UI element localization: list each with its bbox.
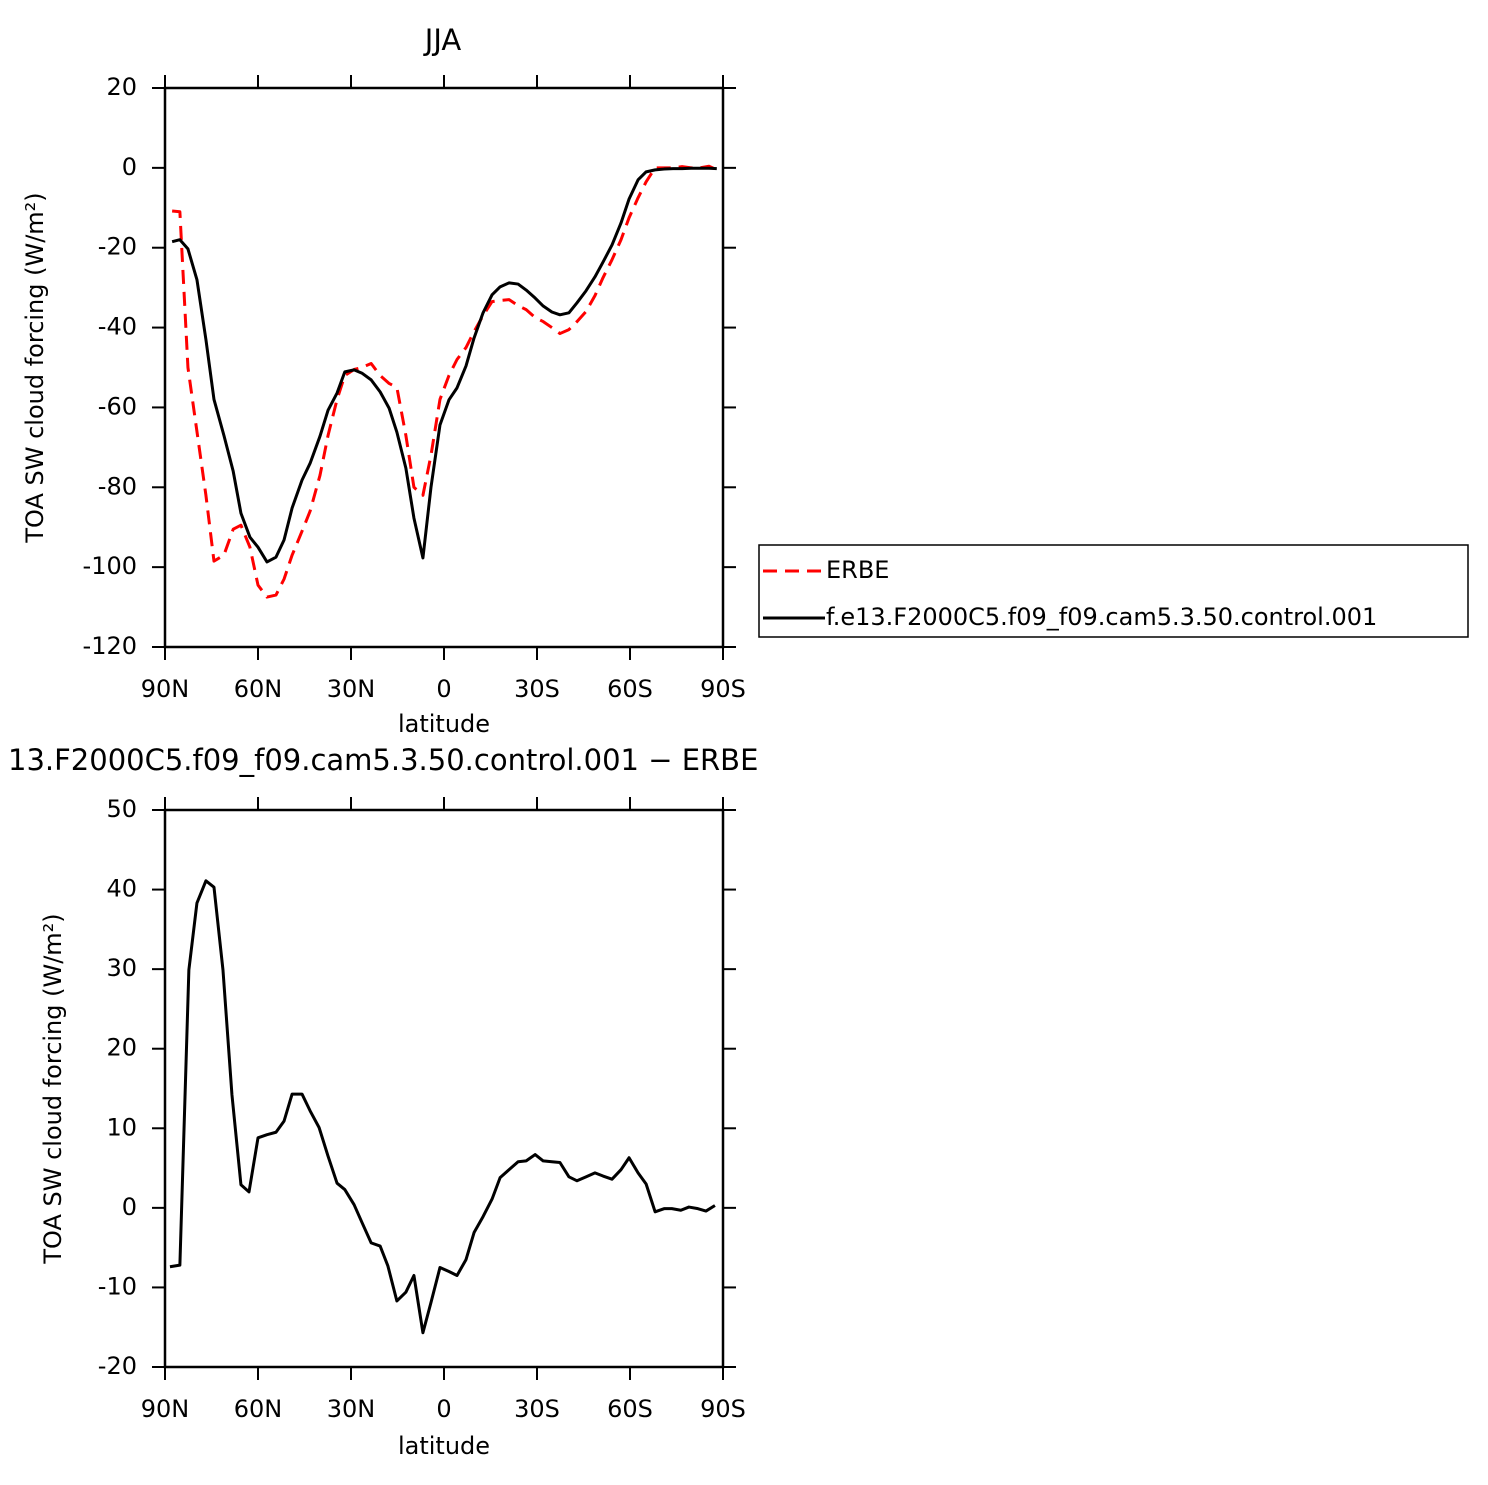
chart-title: 13.F2000C5.f09_f09.cam5.3.50.control.001…: [8, 743, 758, 777]
x-tick-label: 30S: [514, 1395, 560, 1423]
x-tick-label: 90N: [141, 675, 190, 703]
y-tick-label: 50: [106, 795, 137, 823]
legend-label: f.e13.F2000C5.f09_f09.cam5.3.50.control.…: [826, 603, 1377, 631]
y-tick-label: 0: [122, 153, 137, 181]
x-tick-label: 30S: [514, 675, 560, 703]
y-axis-label: TOA SW cloud forcing (W/m²): [21, 192, 49, 543]
x-tick-label: 0: [436, 675, 451, 703]
x-tick-label: 60N: [234, 675, 283, 703]
legend-label: ERBE: [826, 556, 889, 584]
x-tick-label: 60S: [607, 675, 653, 703]
legend-box: [758, 544, 1469, 638]
y-tick-label: -80: [98, 472, 137, 500]
y-tick-label: 40: [106, 875, 137, 903]
y-tick-label: -40: [98, 313, 137, 341]
plot-frame: [163, 86, 725, 649]
y-tick-label: -60: [98, 392, 137, 420]
x-axis-label: latitude: [398, 1432, 490, 1460]
x-tick-label: 0: [436, 1395, 451, 1423]
y-tick-label: -10: [98, 1272, 137, 1300]
x-tick-label: 90S: [700, 675, 746, 703]
x-axis-label: latitude: [398, 710, 490, 738]
chart-title: JJA: [423, 23, 462, 57]
data-line: [169, 879, 716, 1335]
data-line: [171, 164, 718, 599]
x-tick-label: 90S: [700, 1395, 746, 1423]
y-tick-label: 0: [122, 1193, 137, 1221]
x-tick-label: 90N: [141, 1395, 190, 1423]
y-tick-label: -100: [83, 552, 137, 580]
y-tick-label: -20: [98, 1352, 137, 1380]
x-tick-label: 30N: [327, 1395, 376, 1423]
y-tick-label: 20: [106, 73, 137, 101]
y-tick-label: 30: [106, 954, 137, 982]
data-line: [171, 166, 717, 564]
y-tick-label: 20: [106, 1034, 137, 1062]
x-tick-label: 30N: [327, 675, 376, 703]
y-axis-label: TOA SW cloud forcing (W/m²): [39, 913, 67, 1264]
y-tick-label: -20: [98, 233, 137, 261]
x-tick-label: 60N: [234, 1395, 283, 1423]
plot-frame: [163, 808, 725, 1369]
x-tick-label: 60S: [607, 1395, 653, 1423]
y-tick-label: 10: [106, 1113, 137, 1141]
y-tick-label: -120: [83, 632, 137, 660]
